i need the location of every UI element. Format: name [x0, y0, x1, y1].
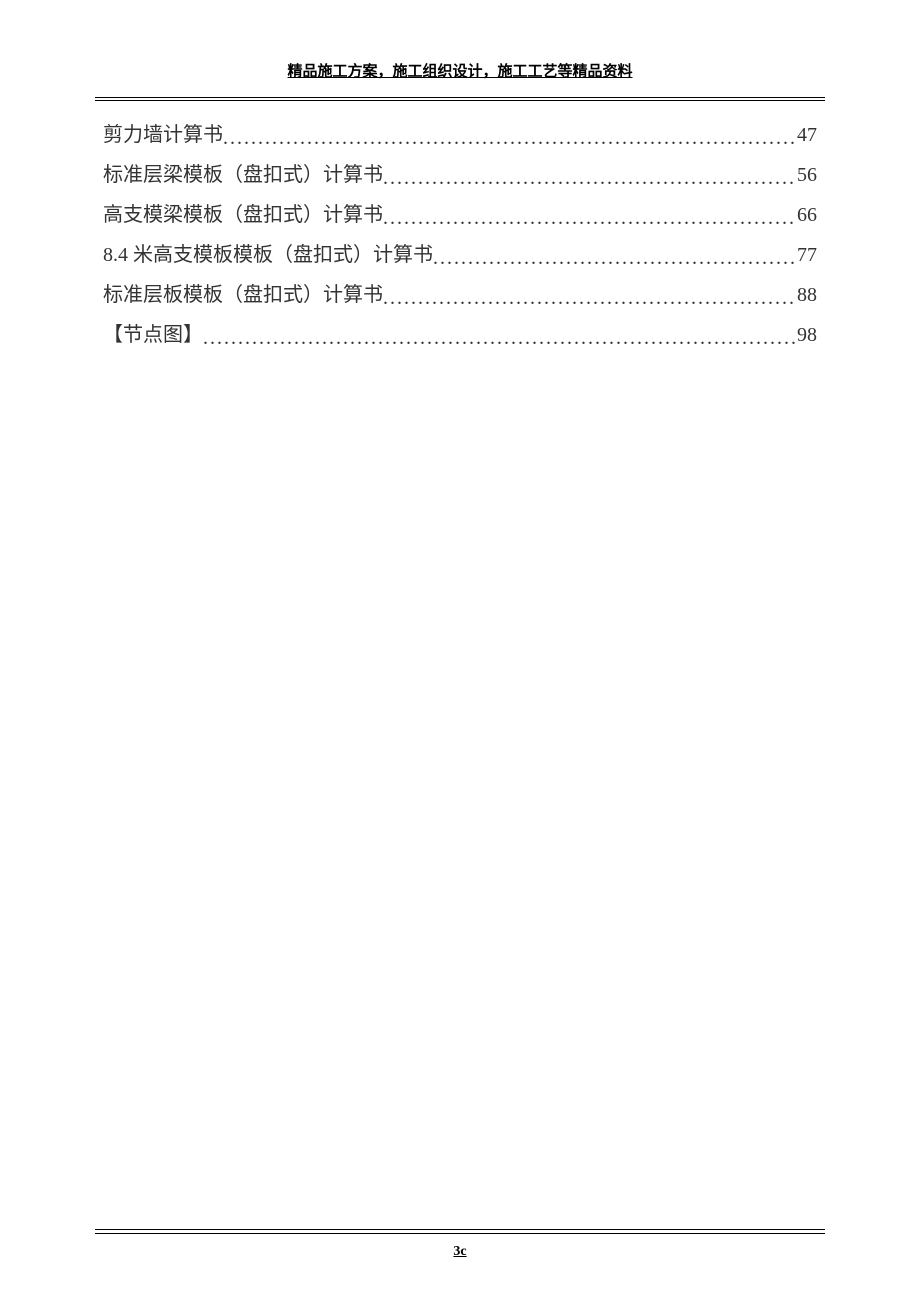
toc-title: 高支模梁模板（盘扣式）计算书	[103, 195, 383, 235]
toc-page-number: 88	[797, 275, 817, 315]
toc-entry: 高支模梁模板（盘扣式）计算书 66	[103, 195, 817, 235]
table-of-contents: 剪力墙计算书 47 标准层梁模板（盘扣式）计算书 56 高支模梁模板（盘扣式）计…	[95, 115, 825, 355]
toc-page-number: 66	[797, 195, 817, 235]
toc-leader	[383, 198, 797, 238]
toc-title: 【节点图】	[103, 315, 203, 355]
toc-leader	[433, 238, 797, 278]
toc-entry: 【节点图】 98	[103, 315, 817, 355]
footer-divider-bottom	[95, 1233, 825, 1234]
toc-page-number: 56	[797, 155, 817, 195]
toc-leader	[383, 278, 797, 318]
toc-title: 8.4 米高支模板模板（盘扣式）计算书	[103, 235, 433, 275]
document-page: 精品施工方案，施工组织设计，施工工艺等精品资料 剪力墙计算书 47 标准层梁模板…	[0, 0, 920, 1302]
toc-leader	[383, 158, 797, 198]
toc-leader	[223, 118, 797, 158]
toc-title: 标准层梁模板（盘扣式）计算书	[103, 155, 383, 195]
toc-title: 剪力墙计算书	[103, 115, 223, 155]
toc-entry: 标准层板模板（盘扣式）计算书 88	[103, 275, 817, 315]
toc-page-number: 98	[797, 315, 817, 355]
toc-entry: 8.4 米高支模板模板（盘扣式）计算书 77	[103, 235, 817, 275]
page-header: 精品施工方案，施工组织设计，施工工艺等精品资料	[95, 60, 825, 91]
toc-leader	[203, 318, 797, 358]
header-divider-top	[95, 97, 825, 98]
toc-entry: 剪力墙计算书 47	[103, 115, 817, 155]
toc-page-number: 77	[797, 235, 817, 275]
toc-page-number: 47	[797, 115, 817, 155]
toc-title: 标准层板模板（盘扣式）计算书	[103, 275, 383, 315]
page-footer: 3c	[0, 1244, 920, 1260]
toc-entry: 标准层梁模板（盘扣式）计算书 56	[103, 155, 817, 195]
header-divider-bottom	[95, 100, 825, 101]
footer-divider-top	[95, 1229, 825, 1230]
